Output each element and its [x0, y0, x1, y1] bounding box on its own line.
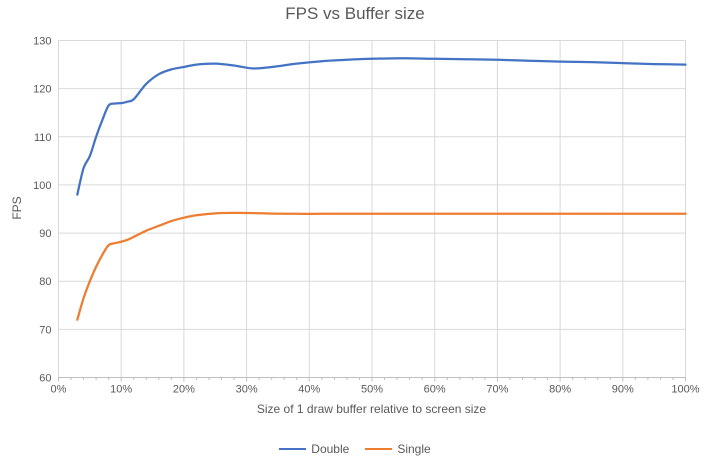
x-tick-label: 20% [173, 384, 195, 396]
series-line-single [76, 211, 687, 321]
x-tick-label: 50% [361, 384, 383, 396]
chart-title: FPS vs Buffer size [285, 4, 425, 23]
x-tick-label: 90% [612, 384, 634, 396]
legend-label-single: Single [397, 442, 431, 456]
legend: Double Single [0, 441, 710, 457]
x-tick-label: 100% [671, 384, 699, 396]
x-tick-label: 60% [424, 384, 446, 396]
y-tick-label: 110 [34, 132, 52, 144]
x-tick-label: 70% [486, 384, 508, 396]
y-tick-label: 90 [39, 228, 51, 240]
legend-swatch-double [279, 447, 307, 451]
y-tick-label: 60 [39, 373, 51, 385]
legend-item-single: Single [365, 442, 431, 456]
x-tick-label: 30% [236, 384, 258, 396]
y-tick-label: 130 [33, 36, 51, 48]
y-tick-label: 70 [39, 324, 51, 336]
series-line-double [76, 57, 687, 196]
x-tick-label: 10% [110, 384, 132, 396]
y-tick-label: 80 [39, 276, 51, 288]
legend-item-double: Double [279, 442, 349, 456]
x-tick-label: 80% [549, 384, 571, 396]
y-axis-title: FPS [10, 196, 24, 220]
y-tick-label: 100 [33, 180, 51, 192]
y-tick-label: 120 [33, 84, 51, 96]
x-tick-label: 0% [51, 384, 67, 396]
x-axis-title: Size of 1 draw buffer relative to screen… [256, 402, 487, 416]
legend-label-double: Double [311, 442, 350, 456]
legend-swatch-single [365, 447, 393, 451]
x-tick-label: 40% [298, 384, 320, 396]
